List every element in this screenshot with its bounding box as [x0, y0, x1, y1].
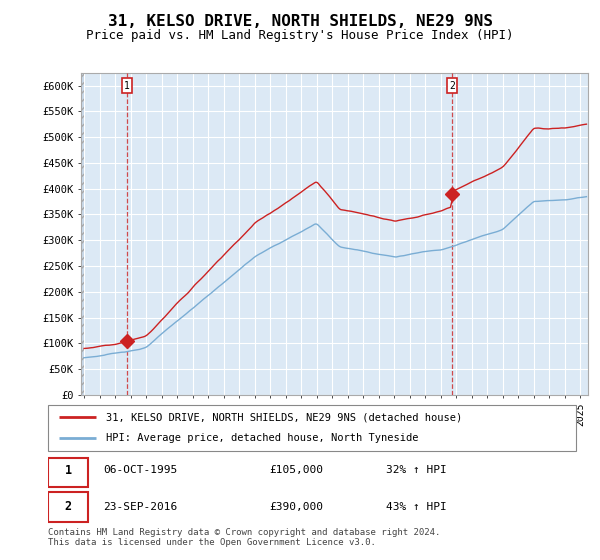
Text: 06-OCT-1995: 06-OCT-1995	[103, 465, 178, 475]
Bar	[81, 73, 84, 395]
Text: 2: 2	[65, 500, 71, 514]
FancyBboxPatch shape	[48, 492, 88, 521]
Text: Price paid vs. HM Land Registry's House Price Index (HPI): Price paid vs. HM Land Registry's House …	[86, 29, 514, 42]
Text: Contains HM Land Registry data © Crown copyright and database right 2024.
This d: Contains HM Land Registry data © Crown c…	[48, 528, 440, 547]
Text: 43% ↑ HPI: 43% ↑ HPI	[386, 502, 446, 512]
Text: £390,000: £390,000	[270, 502, 324, 512]
Text: HPI: Average price, detached house, North Tyneside: HPI: Average price, detached house, Nort…	[106, 433, 419, 444]
Text: 23-SEP-2016: 23-SEP-2016	[103, 502, 178, 512]
Text: £105,000: £105,000	[270, 465, 324, 475]
FancyBboxPatch shape	[48, 458, 88, 487]
FancyBboxPatch shape	[48, 405, 576, 451]
Text: 32% ↑ HPI: 32% ↑ HPI	[386, 465, 446, 475]
Text: 2: 2	[449, 81, 455, 91]
Text: 31, KELSO DRIVE, NORTH SHIELDS, NE29 9NS (detached house): 31, KELSO DRIVE, NORTH SHIELDS, NE29 9NS…	[106, 412, 463, 422]
Text: 31, KELSO DRIVE, NORTH SHIELDS, NE29 9NS: 31, KELSO DRIVE, NORTH SHIELDS, NE29 9NS	[107, 14, 493, 29]
Text: 1: 1	[124, 81, 130, 91]
Text: 1: 1	[65, 464, 71, 477]
